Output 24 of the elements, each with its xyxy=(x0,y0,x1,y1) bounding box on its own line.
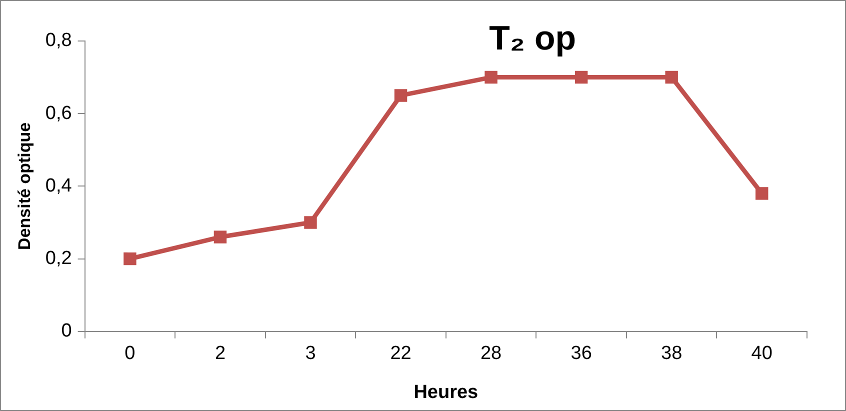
y-tick-label: 0 xyxy=(61,320,72,342)
x-tick-label: 38 xyxy=(661,343,682,364)
x-tick-label: 40 xyxy=(751,343,772,364)
x-tick-label: 28 xyxy=(480,343,502,364)
point xyxy=(124,252,136,266)
x-axis-title: Heures xyxy=(414,382,478,403)
point xyxy=(484,70,498,84)
x-tick-label: 3 xyxy=(305,343,316,364)
point xyxy=(214,230,227,244)
y-tick-label: 0,6 xyxy=(45,102,72,124)
y-tick-label: 0,8 xyxy=(45,30,72,52)
point xyxy=(574,70,588,84)
point xyxy=(304,216,317,229)
point xyxy=(665,70,678,84)
y-tick-label: 0,2 xyxy=(45,248,72,270)
point xyxy=(756,187,768,200)
x-tick-label: 22 xyxy=(390,343,412,364)
x-tick-label: 2 xyxy=(214,343,226,364)
x-tick-label: 0 xyxy=(124,343,136,364)
x-tick-label: 36 xyxy=(570,343,592,364)
chart-title: T₂ op xyxy=(489,19,576,58)
y-axis-title: Densité optique xyxy=(14,122,34,250)
y-tick-label: 0,4 xyxy=(45,175,72,196)
point xyxy=(394,89,408,102)
